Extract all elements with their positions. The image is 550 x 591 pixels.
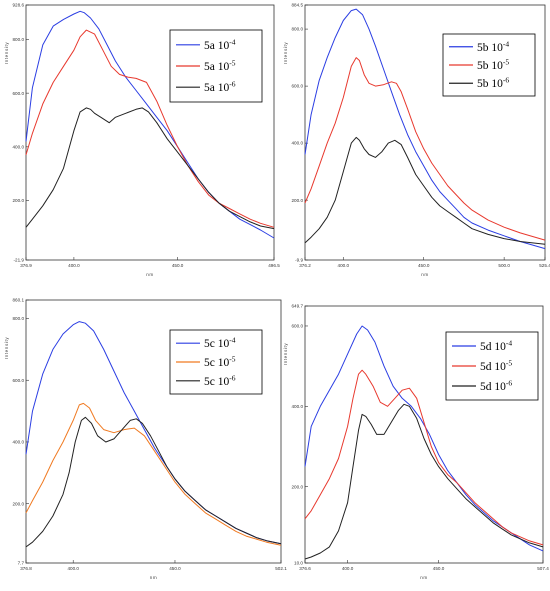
x-tick-label: 376.6 [299, 566, 311, 571]
legend-label: 5a 10-4 [204, 37, 236, 52]
y-axis-label: Intensity [283, 42, 288, 65]
x-tick-label: 376.9 [20, 263, 32, 268]
legend-label: 5b 10-4 [477, 39, 509, 54]
x-tick-label: 450.0 [418, 263, 430, 268]
x-tick-label: 400.0 [338, 263, 350, 268]
y-tick-label: 860.1 [13, 298, 25, 303]
y-tick-label: 600.0 [292, 84, 304, 89]
y-tick-label: 600.0 [13, 91, 25, 96]
legend-exponent: -4 [503, 39, 509, 48]
series-line-3 [304, 136, 546, 245]
series-line-3 [25, 107, 275, 230]
x-tick-label: 400.0 [342, 566, 354, 571]
legend-exponent: -6 [229, 80, 235, 89]
y-tick-label: 800.0 [13, 37, 25, 42]
legend-label: 5c 10-5 [204, 355, 236, 370]
y-tick-label: 928.6 [13, 3, 25, 8]
x-axis-label: nm [421, 272, 429, 277]
y-tick-label: 400.0 [292, 404, 304, 409]
legend-label: 5d 10-5 [480, 359, 512, 374]
y-axis-label: Intensity [283, 343, 288, 366]
legend: 5c 10-4 5c 10-5 5c 10-6 [169, 329, 263, 395]
y-tick-label: 400.0 [292, 141, 304, 146]
legend-label: 5c 10-4 [204, 336, 236, 351]
x-tick-label: 525.4 [539, 263, 550, 268]
y-tick-label: 200.0 [13, 198, 25, 203]
y-tick-label: 884.5 [292, 3, 304, 8]
series-line-2 [304, 369, 544, 546]
legend-label: 5d 10-6 [480, 379, 512, 394]
series-line-3 [304, 403, 544, 560]
x-tick-label: 500.0 [498, 263, 510, 268]
legend-exponent: -5 [229, 59, 235, 68]
y-axis-label: Intensity [4, 337, 9, 360]
y-tick-label: 200.0 [292, 484, 304, 489]
x-tick-label: 507.4 [537, 566, 549, 571]
legend-exponent: -4 [229, 336, 235, 345]
x-tick-label: 450.0 [172, 263, 184, 268]
y-tick-label: -21.9 [14, 258, 25, 263]
x-tick-label: 450.0 [433, 566, 445, 571]
x-tick-label: 450.0 [169, 566, 181, 571]
x-axis-label: nm [150, 575, 158, 580]
series-line-1 [304, 8, 546, 250]
y-tick-label: 400.0 [13, 440, 25, 445]
y-tick-label: 600.0 [292, 324, 304, 329]
series-line-2 [25, 402, 282, 546]
series-line-3 [25, 416, 282, 548]
chart-panel-3: 7.7 200.0 400.0 600.0 800.0 860.1 376.8 400.0 45… [4, 298, 287, 580]
series-line-2 [25, 29, 275, 228]
y-tick-label: 649.7 [292, 304, 304, 309]
y-tick-label: 7.7 [18, 561, 25, 566]
chart-panel-2: -9.9 200.0 400.0 600.0 800.0 884.5 376.2 400.0 4… [283, 3, 550, 277]
legend-exponent: -6 [506, 379, 512, 388]
legend-box [169, 329, 263, 395]
legend-exponent: -4 [506, 339, 512, 348]
x-axis-label: nm [420, 575, 428, 580]
legend-exponent: -6 [229, 373, 235, 382]
legend: 5b 10-4 5b 10-5 5b 10-6 [442, 33, 536, 97]
legend-label: 5d 10-4 [480, 339, 512, 354]
y-axis-label: Intensity [4, 42, 9, 65]
x-tick-label: 502.1 [275, 566, 287, 571]
legend: 5d 10-4 5d 10-5 5d 10-6 [445, 331, 539, 401]
legend-label: 5b 10-5 [477, 58, 509, 73]
legend-label: 5b 10-6 [477, 76, 509, 91]
y-tick-label: 600.0 [13, 378, 25, 383]
y-tick-label: 200.0 [292, 198, 304, 203]
legend-label: 5a 10-5 [204, 59, 236, 74]
x-tick-label: 400.0 [68, 263, 80, 268]
y-tick-label: 10.0 [294, 561, 303, 566]
legend-exponent: -5 [506, 359, 512, 368]
legend-label: 5c 10-6 [204, 373, 236, 388]
legend-exponent: -5 [503, 58, 509, 67]
y-tick-label: -9.9 [295, 258, 303, 263]
legend-exponent: -5 [229, 355, 235, 364]
legend-label: 5a 10-6 [204, 80, 236, 95]
chart-panel-1: -21.9 200.0 400.0 600.0 800.0 928.6 376.9 400.0… [4, 3, 280, 277]
legend: 5a 10-4 5a 10-5 5a 10-6 [169, 29, 263, 103]
y-tick-label: 800.0 [13, 316, 25, 321]
y-tick-label: 200.0 [13, 501, 25, 506]
y-tick-label: 400.0 [13, 144, 25, 149]
legend-exponent: -6 [503, 76, 509, 85]
x-tick-label: 376.2 [299, 263, 311, 268]
series-line-1 [304, 325, 544, 552]
x-tick-label: 496.5 [268, 263, 280, 268]
series-line-2 [304, 57, 546, 241]
x-tick-label: 400.0 [67, 566, 79, 571]
x-axis-label: nm [146, 272, 154, 277]
legend-exponent: -4 [229, 37, 235, 46]
y-tick-label: 800.0 [292, 27, 304, 32]
x-tick-label: 376.8 [20, 566, 32, 571]
chart-panel-4: 10.0 200.0 400.0 600.0 649.7 376.6 400.0 450.0 5… [283, 304, 549, 580]
